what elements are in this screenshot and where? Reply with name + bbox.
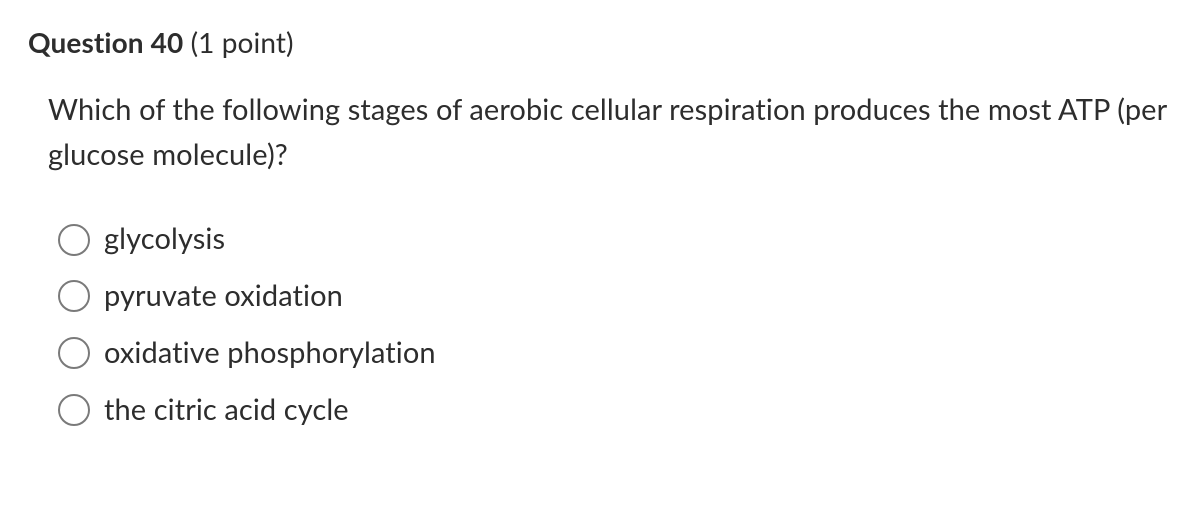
option-label: oxidative phosphorylation xyxy=(104,336,436,371)
answer-option[interactable]: the citric acid cycle xyxy=(58,393,1172,428)
answer-option[interactable]: pyruvate oxidation xyxy=(58,279,1172,314)
radio-icon[interactable] xyxy=(58,337,90,369)
option-label: the citric acid cycle xyxy=(104,393,349,428)
answer-option[interactable]: oxidative phosphorylation xyxy=(58,336,1172,371)
option-label: pyruvate oxidation xyxy=(104,279,343,314)
radio-icon[interactable] xyxy=(58,224,90,256)
answer-option[interactable]: glycolysis xyxy=(58,222,1172,257)
question-header: Question 40 (1 point) xyxy=(28,24,1172,60)
question-prompt: Which of the following stages of aerobic… xyxy=(48,88,1172,178)
question-number: Question 40 xyxy=(28,25,183,59)
option-label: glycolysis xyxy=(104,222,225,257)
answer-options: glycolysis pyruvate oxidation oxidative … xyxy=(48,222,1172,427)
radio-icon[interactable] xyxy=(58,280,90,312)
question-body: Which of the following stages of aerobic… xyxy=(28,88,1172,427)
radio-icon[interactable] xyxy=(58,394,90,426)
question-points: (1 point) xyxy=(191,25,294,59)
